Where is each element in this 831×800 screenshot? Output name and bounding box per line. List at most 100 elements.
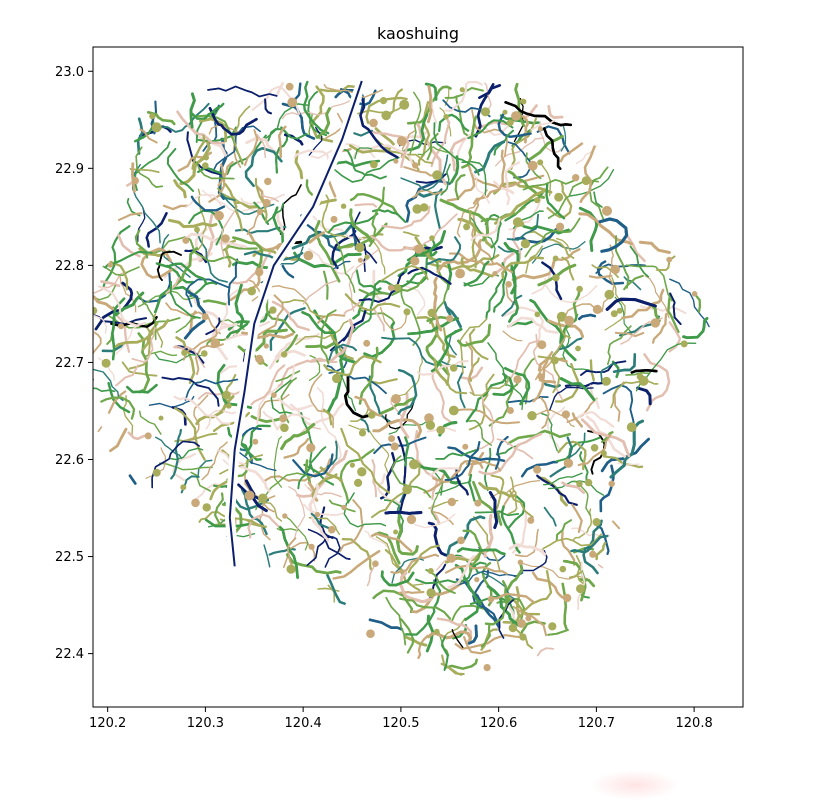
stream-segment [525,152,542,180]
stream-segment [503,366,531,406]
stream-segment [295,320,349,346]
stream-segment [598,217,629,253]
stream-segment [531,241,586,264]
stream-segment [224,183,244,232]
stream-segment [265,298,296,334]
point-marker [280,423,289,433]
point-marker [281,351,288,358]
stream-segment [504,101,573,127]
point-marker [409,459,419,470]
stream-segment [430,115,451,168]
stream-segment [489,592,536,604]
stream-segment [234,448,277,472]
stream-segment [307,528,341,568]
point-marker [256,208,263,215]
stream-segment [570,527,610,537]
stream-segment [446,161,476,202]
x-tick-label: 120.8 [676,716,713,731]
stream-segment [445,306,462,329]
stream-segment [668,321,681,353]
stream-segment [275,370,301,383]
y-tick-label: 22.6 [55,453,84,468]
point-marker [610,264,620,275]
point-marker [419,203,429,212]
stream-segment [172,247,199,288]
stream-segment [569,432,586,458]
stream-segment [522,179,577,191]
stream-segment [644,275,670,319]
point-marker [332,373,342,384]
stream-segment [301,311,336,335]
point-marker [474,577,480,583]
stream-segment [181,232,247,249]
stream-segment [201,441,228,481]
stream-segment [467,119,514,140]
y-tick-label: 22.9 [55,162,84,177]
stream-segment [471,108,509,157]
stream-segment [506,169,545,199]
point-marker [604,289,615,300]
stream-segment [370,270,428,307]
stream-segment [495,137,545,167]
point-marker [210,338,221,348]
point-marker [506,119,514,127]
point-marker [525,615,532,622]
stream-segment [256,364,295,424]
stream-segment [166,148,194,192]
point-marker [457,536,465,545]
point-marker [592,518,601,527]
point-marker [537,159,544,166]
point-marker [680,340,688,348]
stream-segment [373,531,401,565]
stream-segment [532,571,564,599]
point-marker [480,107,491,117]
stream-segment [93,387,116,393]
point-marker [537,340,547,350]
stream-segment [468,419,492,446]
stream-segment [559,142,584,163]
stream-segment [472,149,506,205]
stream-segment [273,436,283,488]
stream-segment [308,373,334,429]
stream-segment [600,362,616,386]
stream-segment [173,395,231,425]
stream-segment [297,446,327,490]
point-marker [487,595,495,603]
x-tick-label: 120.6 [480,716,517,731]
stream-segment [256,134,267,159]
stream-segment [303,503,345,516]
point-marker [449,364,458,372]
stream-segment [611,360,620,379]
point-marker [455,268,465,279]
point-marker [349,462,355,468]
point-marker [393,158,399,164]
stream-segment [427,85,433,124]
point-marker [258,493,268,504]
stream-segment [349,192,399,216]
stream-segment [601,244,615,313]
stream-segment [571,412,583,428]
stream-segment [100,396,136,420]
point-marker [393,529,399,535]
stream-segment [261,194,279,202]
stream-segment [543,506,557,527]
stream-segment [512,605,548,637]
stream-segment [610,379,659,409]
stream-segment [566,397,598,423]
stream-segment [314,220,341,283]
stream-segment [381,205,431,230]
stream-segment [276,212,285,237]
stream-segment [544,277,598,304]
stream-segment [326,365,387,395]
stream-segment [281,102,316,140]
stream-segment [578,206,599,252]
stream-segment [321,194,347,239]
point-marker [202,162,209,169]
stream-segment [520,460,559,478]
stream-segment [478,83,495,99]
stream-segment [400,286,421,346]
stream-segment [426,132,439,161]
stream-segment [612,353,637,373]
stream-segment [281,264,295,279]
stream-segment [244,147,283,188]
